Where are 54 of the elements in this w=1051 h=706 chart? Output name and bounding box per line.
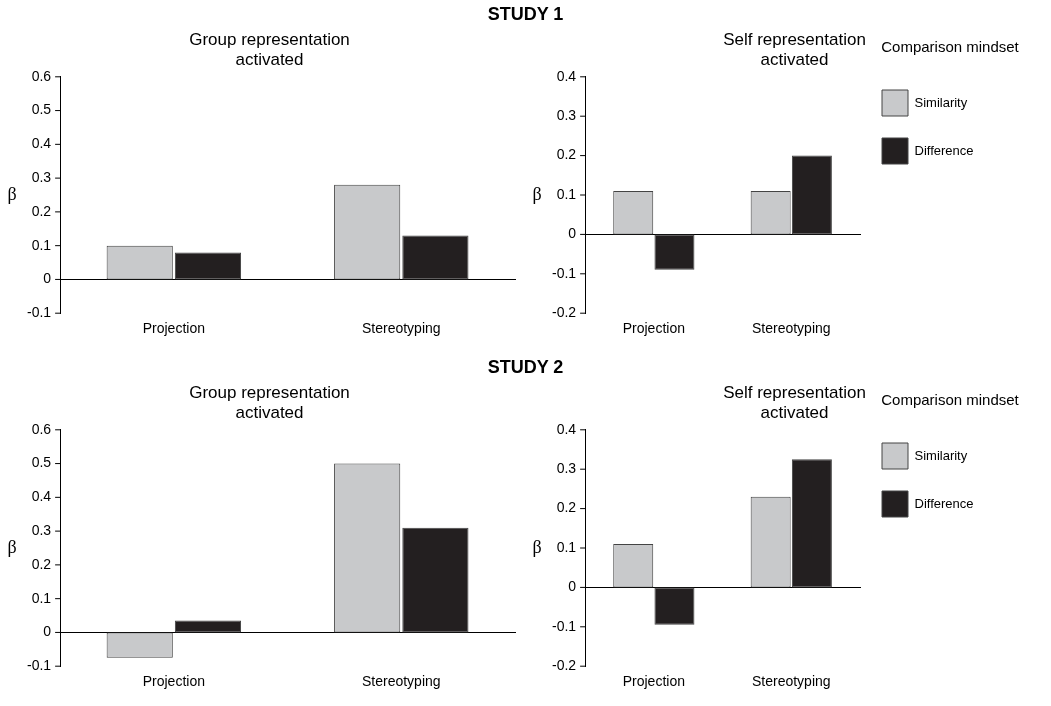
y-axis-title: β [532, 536, 542, 557]
y-tick-label: 0.2 [556, 499, 577, 516]
x-tick-label: Projection [622, 673, 685, 690]
y-tick-label: 0.1 [556, 185, 577, 202]
y-tick-label: 0.1 [31, 589, 52, 606]
y-tick-label: 0.2 [31, 555, 52, 572]
y-tick-label: 0.2 [31, 202, 52, 219]
y-tick-label: -0.1 [27, 657, 52, 674]
legend-title: Comparison mindset [881, 390, 1020, 408]
y-tick-label: 0.1 [556, 538, 577, 555]
y-tick-label: 0.5 [31, 454, 52, 471]
y-tick-label: -0.2 [552, 304, 577, 321]
legend-label: Similarity [914, 94, 968, 110]
y-tick-label: 0.2 [556, 146, 577, 163]
chart-title: Self representation activated [723, 29, 866, 70]
legend-label: Similarity [914, 447, 968, 463]
y-tick-label: 0.1 [31, 236, 52, 253]
chart-title: Group representation activated [189, 29, 350, 70]
y-tick-label: 0 [43, 270, 52, 287]
y-tick-label: 0.4 [31, 135, 52, 152]
y-tick-label: 0.3 [556, 107, 577, 124]
y-tick-label: 0.5 [31, 101, 52, 118]
y-tick-label: 0.6 [31, 67, 52, 84]
y-tick-label: 0.3 [31, 168, 52, 185]
x-tick-label: Projection [142, 673, 205, 690]
y-tick-label: 0 [43, 623, 52, 640]
y-tick-label: 0.3 [31, 521, 52, 538]
y-tick-label: 0.6 [31, 420, 52, 437]
y-tick-label: 0.4 [556, 420, 577, 437]
chart-title: Self representation activated [723, 382, 866, 423]
x-tick-label: Stereotyping [361, 320, 441, 337]
y-tick-label: -0.1 [27, 304, 52, 321]
y-tick-label: -0.1 [552, 617, 577, 634]
x-tick-label: Stereotyping [361, 673, 441, 690]
legend-title: Comparison mindset [881, 37, 1020, 55]
y-tick-label: 0.4 [31, 488, 52, 505]
x-tick-label: Stereotyping [751, 673, 831, 690]
chart-title: Group representation activated [189, 382, 350, 423]
x-tick-label: Stereotyping [751, 320, 831, 337]
legend-label: Difference [914, 495, 974, 511]
text: STUDY 2 [486, 357, 565, 378]
legend-label: Difference [914, 142, 974, 158]
x-tick-label: Projection [622, 320, 685, 337]
x-tick-label: Projection [142, 320, 205, 337]
y-tick-label: 0 [568, 578, 577, 595]
y-tick-label: 0.4 [556, 67, 577, 84]
y-axis-title: β [532, 183, 542, 204]
text: STUDY 1 [486, 4, 565, 25]
y-tick-label: 0.3 [556, 460, 577, 477]
y-tick-label: 0 [568, 225, 577, 242]
y-tick-label: -0.2 [552, 657, 577, 674]
y-axis-title: β [7, 536, 17, 557]
y-axis-title: β [7, 183, 17, 204]
y-tick-label: -0.1 [552, 264, 577, 281]
